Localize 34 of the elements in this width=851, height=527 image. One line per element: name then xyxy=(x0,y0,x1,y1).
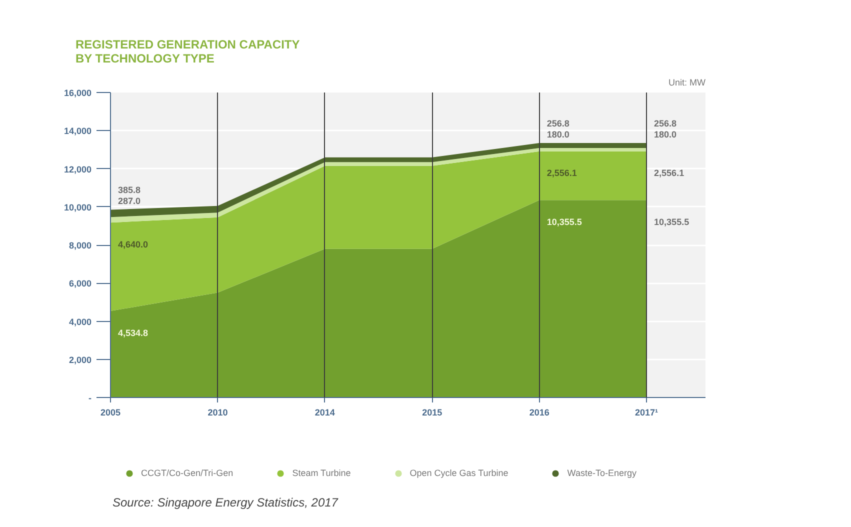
data-label: 2,556.1 xyxy=(654,168,684,178)
y-tick-label: 16,000 xyxy=(64,88,92,98)
data-label: 287.0 xyxy=(118,196,141,206)
x-tick-label: 2014 xyxy=(314,408,335,418)
y-tick-label: 6,000 xyxy=(68,278,92,289)
legend-label: Open Cycle Gas Turbine xyxy=(410,468,508,478)
y-tick-label: 10,000 xyxy=(64,202,92,212)
y-tick-label: 4,000 xyxy=(68,316,92,327)
data-label: 180.0 xyxy=(546,129,570,140)
y-tick-label: 14,000 xyxy=(64,126,92,136)
data-label: 180.0 xyxy=(654,129,677,140)
legend-label: Steam Turbine xyxy=(292,468,351,478)
y-tick-label: 12,000 xyxy=(64,164,92,174)
y-tick-label: 2,000 xyxy=(68,354,92,365)
legend-label: CCGT/Co-Gen/Tri-Gen xyxy=(141,468,234,478)
x-tick-label: 2005 xyxy=(100,408,121,418)
text: Unit: MW xyxy=(668,78,706,88)
data-label: 256.8 xyxy=(546,118,570,128)
chart-title: REGISTERED GENERATION CAPACITY BY TECHNOLOGY TYPE xyxy=(76,38,300,66)
data-label: 2,556.1 xyxy=(546,168,577,178)
data-label: 10,355.5 xyxy=(546,216,582,227)
x-tick-label: 2017¹ xyxy=(635,408,658,418)
legend-label: Waste-To-Energy xyxy=(567,468,636,478)
data-label: 4,640.0 xyxy=(118,239,148,250)
y-tick-label: - xyxy=(88,393,92,403)
y-tick-label: 8,000 xyxy=(68,240,92,250)
data-label: 256.8 xyxy=(654,118,677,128)
x-tick-label: 2016 xyxy=(529,408,550,418)
data-label: 4,534.8 xyxy=(118,328,148,338)
data-label: 10,355.5 xyxy=(654,216,690,227)
x-tick-label: 2010 xyxy=(208,408,228,418)
data-label: 385.8 xyxy=(118,185,141,196)
source-note: Source: Singapore Energy Statistics, 2017 xyxy=(112,496,340,510)
x-tick-label: 2015 xyxy=(422,408,442,418)
